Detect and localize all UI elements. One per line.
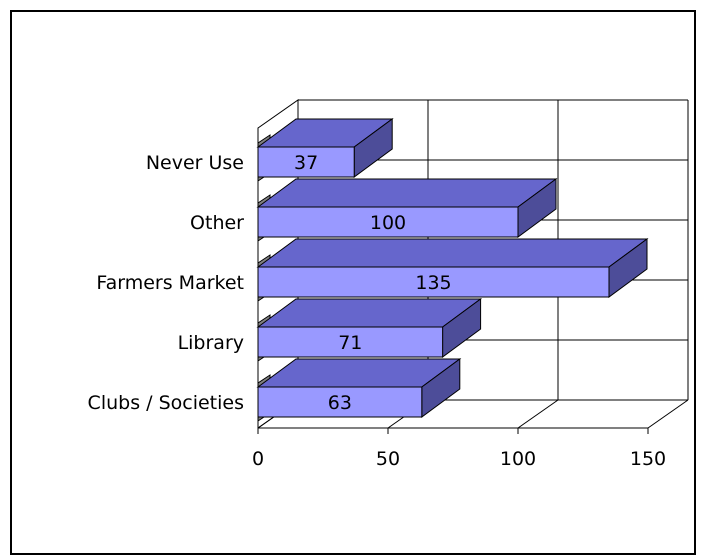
x-tick-label: 150 [630, 448, 666, 470]
x-tick-label: 0 [252, 448, 264, 470]
bar-top-face [256, 298, 483, 328]
bar [257, 266, 610, 298]
chart-labels: 0 50 100 150 37 Never Use 100 Other 135 Farmers M… [88, 152, 667, 470]
category-label: Never Use [146, 152, 244, 174]
bar [257, 146, 355, 178]
bar-value-label: 100 [370, 212, 406, 234]
category-label: Other [190, 212, 244, 234]
bar-value-label: 71 [338, 332, 362, 354]
bar-value-label: 135 [415, 272, 451, 294]
x-tick-label: 50 [376, 448, 400, 470]
x-tick-label: 100 [500, 448, 536, 470]
bar [257, 326, 444, 358]
gridline-depth [517, 399, 559, 429]
gridline-depth [647, 399, 689, 429]
bar-value-label: 63 [328, 392, 352, 414]
category-label: Library [178, 332, 244, 354]
bar-top-face [256, 238, 649, 268]
category-label: Clubs / Societies [88, 392, 244, 414]
bar-value-label: 37 [294, 152, 318, 174]
category-label: Farmers Market [96, 272, 244, 294]
bar-top-face [256, 178, 558, 208]
bar [257, 206, 519, 238]
chart-bars [256, 118, 649, 418]
bar [257, 386, 423, 418]
